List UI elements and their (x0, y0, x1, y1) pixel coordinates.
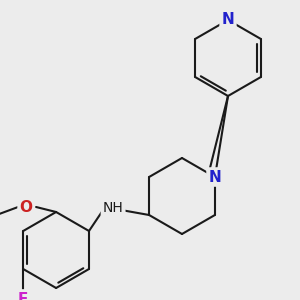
Text: O: O (20, 200, 33, 214)
Text: N: N (208, 169, 221, 184)
Text: F: F (18, 292, 28, 300)
Text: NH: NH (103, 201, 124, 215)
Text: N: N (222, 13, 234, 28)
